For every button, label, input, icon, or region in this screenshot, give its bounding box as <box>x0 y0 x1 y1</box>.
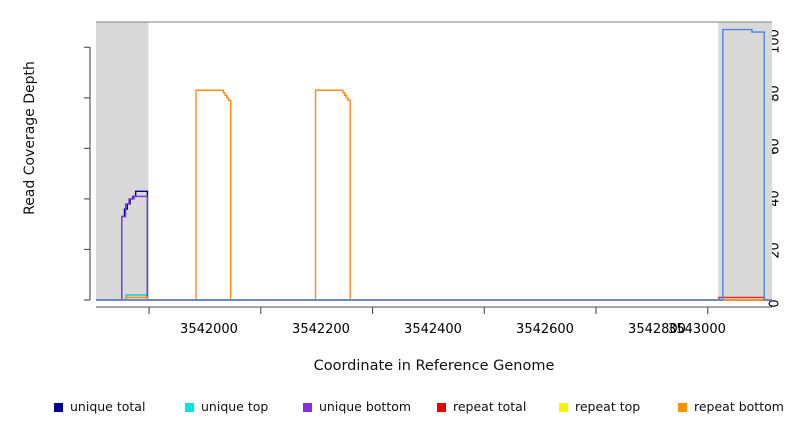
x-tick-label-3542400: 3542400 <box>404 322 462 337</box>
legend-swatch-icon <box>54 402 63 412</box>
x-tick-label-3542600: 3542600 <box>516 322 574 337</box>
legend-label: unique bottom <box>319 399 412 414</box>
legend-label: repeat top <box>575 399 641 414</box>
x-tick-label-3543000: 3543000 <box>668 322 726 337</box>
legend-label: repeat bottom <box>694 399 784 414</box>
legend-swatch-icon <box>437 402 446 412</box>
legend-item-repeat-total: repeat total <box>437 398 526 416</box>
legend-swatch-icon <box>185 402 194 412</box>
legend-label: unique total <box>70 399 146 414</box>
repeat-region-right <box>718 22 772 300</box>
legend-item-repeat-bottom: repeat bottom <box>678 398 784 416</box>
legend-item-repeat-top: repeat top <box>559 398 640 416</box>
legend-item-unique-top: unique top <box>185 398 268 416</box>
series-repeat-bottom <box>96 89 772 301</box>
x-axis-label: Coordinate in Reference Genome <box>313 358 555 374</box>
legend-label: repeat total <box>453 399 527 414</box>
series-right-peak-total <box>96 28 772 301</box>
legend-swatch-icon <box>678 402 687 412</box>
legend-item-unique-total: unique total <box>54 398 145 416</box>
series-unique-bottom <box>96 195 772 301</box>
x-tick-label-3542800: 3542800 <box>628 322 686 337</box>
legend-swatch-icon <box>303 402 312 412</box>
legend-item-unique-bottom: unique bottom <box>303 398 411 416</box>
chart-legend: unique total unique top unique bottom re… <box>0 398 792 418</box>
x-tick-label-3542200: 3542200 <box>292 322 350 337</box>
series-unique-total <box>96 190 772 301</box>
series-unique-top <box>96 294 772 301</box>
legend-label: unique top <box>201 399 269 414</box>
legend-swatch-icon <box>559 402 568 412</box>
x-tick-label-3542000: 3542000 <box>180 322 238 337</box>
